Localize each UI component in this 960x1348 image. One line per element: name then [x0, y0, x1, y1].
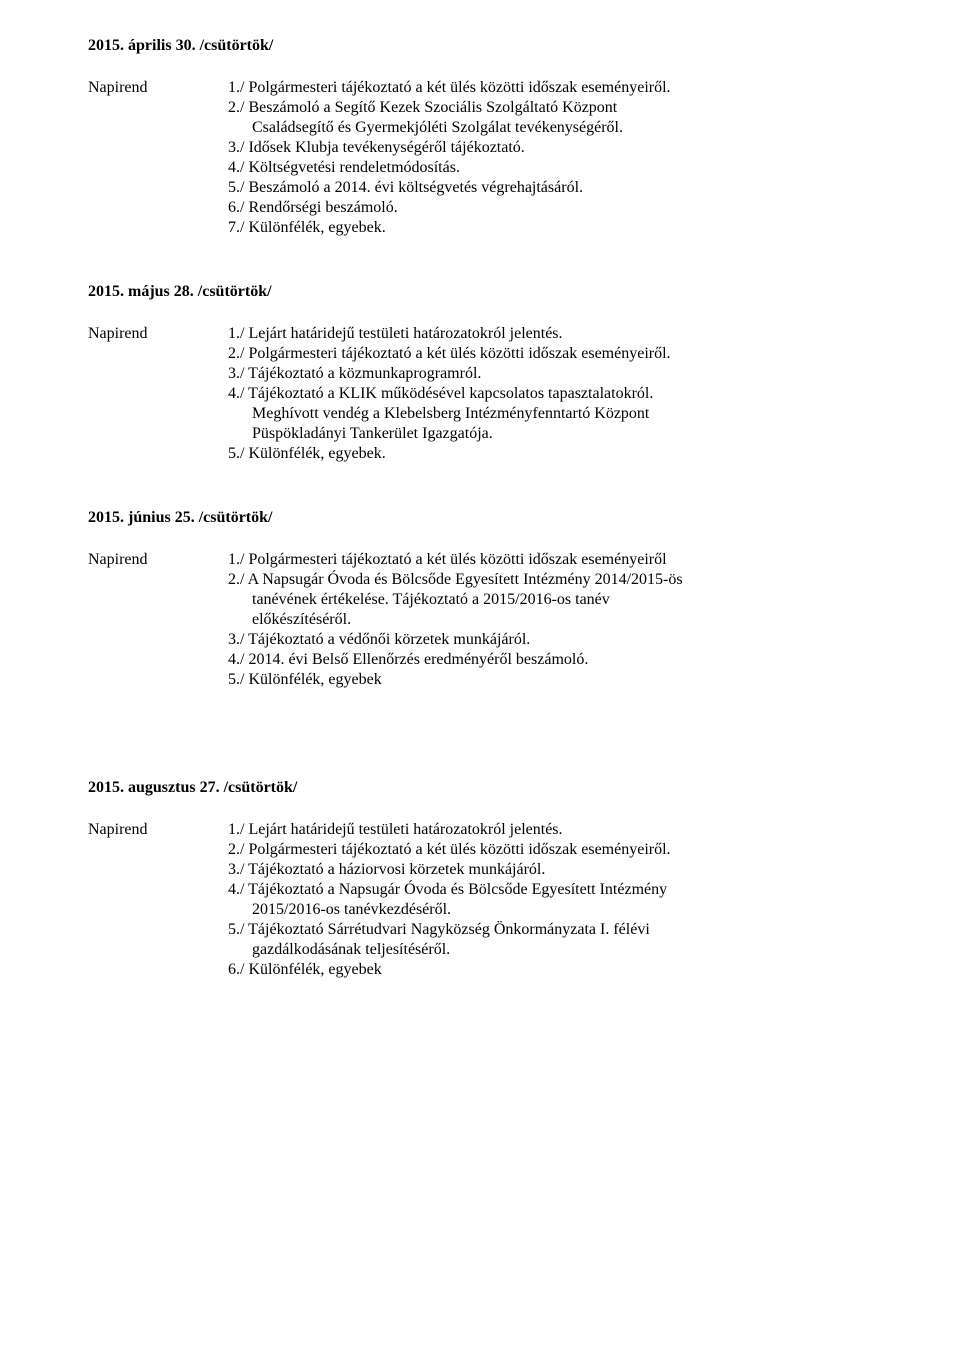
agenda-line: 2./ Polgármesteri tájékoztató a két ülés… [228, 344, 912, 364]
agenda-line: 5./ Különfélék, egyebek [228, 670, 912, 690]
section-date-heading: 2015. április 30. /csütörtök/ [88, 36, 912, 56]
agenda-line: 1./ Polgármesteri tájékoztató a két ülés… [228, 78, 912, 98]
agenda-line: 2./ Polgármesteri tájékoztató a két ülés… [228, 840, 912, 860]
agenda-items: 1./ Polgármesteri tájékoztató a két ülés… [228, 550, 912, 690]
agenda-line: 7./ Különfélék, egyebek. [228, 218, 912, 238]
agenda-entry: Napirend1./ Lejárt határidejű testületi … [88, 324, 912, 464]
agenda-line: Meghívott vendég a Klebelsberg Intézmény… [228, 404, 912, 424]
agenda-section: 2015. május 28. /csütörtök/Napirend1./ L… [88, 282, 912, 464]
section-date-heading: 2015. május 28. /csütörtök/ [88, 282, 912, 302]
agenda-entry: Napirend1./ Polgármesteri tájékoztató a … [88, 78, 912, 238]
agenda-section: 2015. augusztus 27. /csütörtök/Napirend1… [88, 778, 912, 980]
agenda-line: 2015/2016-os tanévkezdéséről. [228, 900, 912, 920]
agenda-line: gazdálkodásának teljesítéséről. [228, 940, 912, 960]
agenda-line: 4./ Tájékoztató a KLIK működésével kapcs… [228, 384, 912, 404]
agenda-entry: Napirend1./ Lejárt határidejű testületi … [88, 820, 912, 980]
agenda-line: 2./ Beszámoló a Segítő Kezek Szociális S… [228, 98, 912, 118]
agenda-entry: Napirend1./ Polgármesteri tájékoztató a … [88, 550, 912, 690]
agenda-label: Napirend [88, 820, 228, 840]
agenda-label: Napirend [88, 324, 228, 344]
agenda-label: Napirend [88, 550, 228, 570]
agenda-line: 4./ 2014. évi Belső Ellenőrzés eredményé… [228, 650, 912, 670]
agenda-line: 3./ Idősek Klubja tevékenységéről tájéko… [228, 138, 912, 158]
agenda-line: 4./ Költségvetési rendeletmódosítás. [228, 158, 912, 178]
agenda-line: előkészítéséről. [228, 610, 912, 630]
agenda-label: Napirend [88, 78, 228, 98]
agenda-line: 5./ Tájékoztató Sárrétudvari Nagyközség … [228, 920, 912, 940]
agenda-items: 1./ Lejárt határidejű testületi határoza… [228, 324, 912, 464]
section-date-heading: 2015. augusztus 27. /csütörtök/ [88, 778, 912, 798]
agenda-line: 1./ Lejárt határidejű testületi határoza… [228, 324, 912, 344]
agenda-line: 5./ Különfélék, egyebek. [228, 444, 912, 464]
agenda-line: 6./ Különfélék, egyebek [228, 960, 912, 980]
agenda-line: Családsegítő és Gyermekjóléti Szolgálat … [228, 118, 912, 138]
agenda-line: 4./ Tájékoztató a Napsugár Óvoda és Bölc… [228, 880, 912, 900]
agenda-line: 5./ Beszámoló a 2014. évi költségvetés v… [228, 178, 912, 198]
agenda-line: 3./ Tájékoztató a védőnői körzetek munká… [228, 630, 912, 650]
agenda-line: 1./ Polgármesteri tájékoztató a két ülés… [228, 550, 912, 570]
section-date-heading: 2015. június 25. /csütörtök/ [88, 508, 912, 528]
agenda-items: 1./ Lejárt határidejű testületi határoza… [228, 820, 912, 980]
agenda-line: tanévének értékelése. Tájékoztató a 2015… [228, 590, 912, 610]
agenda-line: 6./ Rendőrségi beszámoló. [228, 198, 912, 218]
agenda-line: 2./ A Napsugár Óvoda és Bölcsőde Egyesít… [228, 570, 912, 590]
agenda-items: 1./ Polgármesteri tájékoztató a két ülés… [228, 78, 912, 238]
agenda-line: 1./ Lejárt határidejű testületi határoza… [228, 820, 912, 840]
agenda-line: 3./ Tájékoztató a közmunkaprogramról. [228, 364, 912, 384]
section-gap [88, 734, 912, 778]
agenda-line: Püspökladányi Tankerület Igazgatója. [228, 424, 912, 444]
agenda-section: 2015. április 30. /csütörtök/Napirend1./… [88, 36, 912, 238]
agenda-section: 2015. június 25. /csütörtök/Napirend1./ … [88, 508, 912, 690]
agenda-line: 3./ Tájékoztató a háziorvosi körzetek mu… [228, 860, 912, 880]
